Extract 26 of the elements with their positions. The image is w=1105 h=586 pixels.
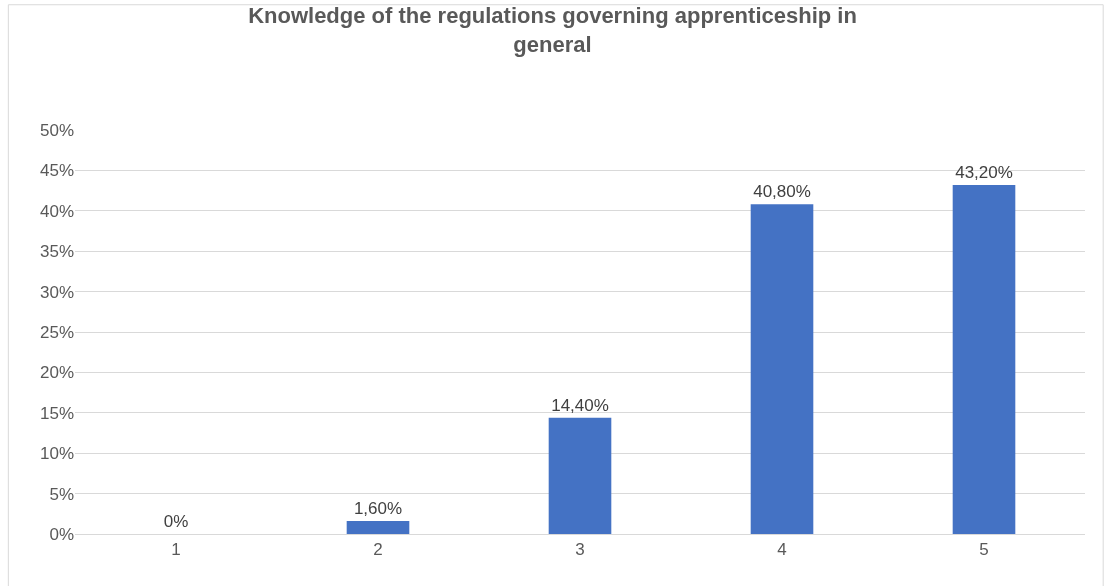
data-label: 0% <box>163 512 189 531</box>
x-tick-label: 2 <box>373 540 383 560</box>
data-label: 40,80% <box>753 182 811 202</box>
y-tick-label: 5% <box>49 484 74 504</box>
data-label: 1,60% <box>353 499 403 519</box>
y-tick-label: 20% <box>39 363 74 383</box>
y-tick-label: 10% <box>39 444 74 464</box>
bar <box>548 417 612 534</box>
y-tick-label: 40% <box>39 201 74 221</box>
y-tick-label: 15% <box>39 403 74 423</box>
bar <box>952 184 1016 534</box>
data-label: 43,20% <box>955 162 1013 182</box>
bar <box>750 204 814 534</box>
y-tick-label: 35% <box>39 242 74 262</box>
chart-title: Knowledge of the regulations governing apprenticeship in general <box>248 3 857 58</box>
x-tick-label: 4 <box>777 540 787 560</box>
x-tick-label: 1 <box>171 540 181 560</box>
bar <box>346 521 410 534</box>
y-tick-label: 30% <box>39 282 74 302</box>
y-tick-label: 45% <box>39 161 74 181</box>
x-tick-label: 3 <box>575 540 585 560</box>
y-tick-label: 0% <box>49 524 74 544</box>
x-tick-label: 5 <box>979 540 989 560</box>
y-tick-label: 25% <box>39 322 74 342</box>
data-label: 14,40% <box>551 395 609 415</box>
y-tick-label: 50% <box>39 120 74 140</box>
